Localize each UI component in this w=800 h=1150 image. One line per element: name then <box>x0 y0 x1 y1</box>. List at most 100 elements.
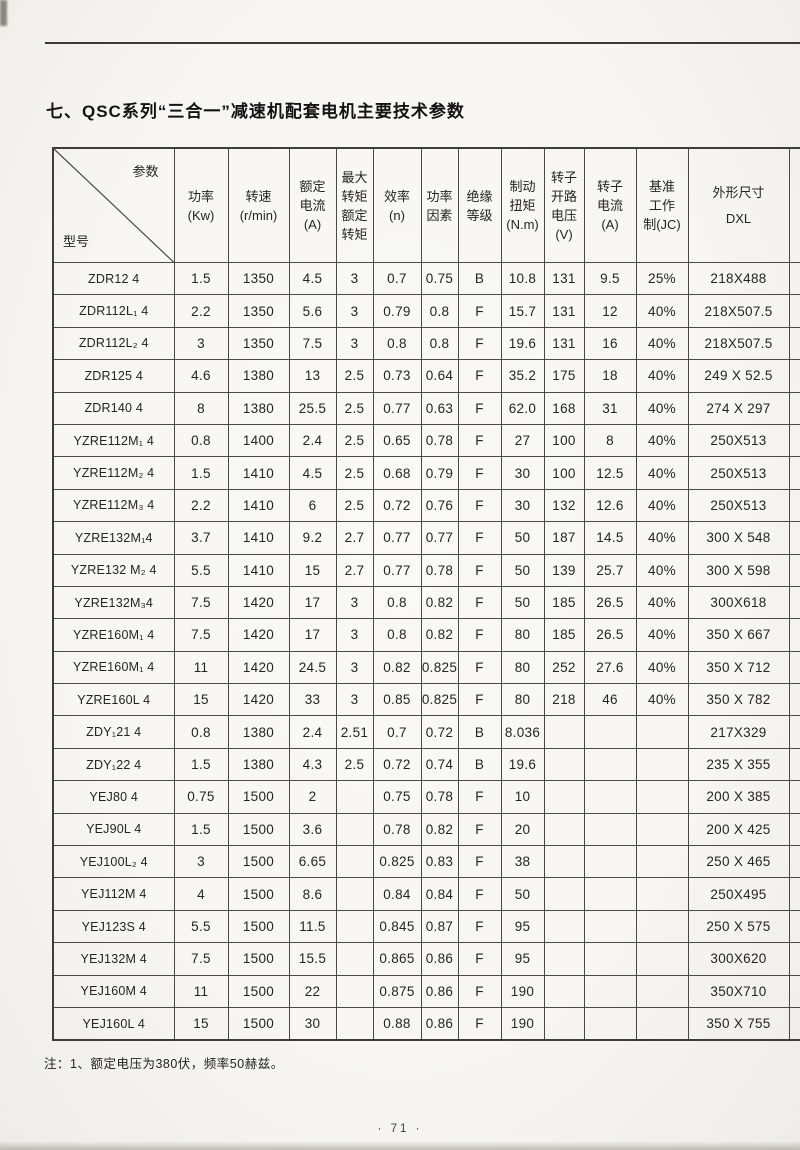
model-cell: YEJ100L₂ 4 <box>52 845 175 879</box>
value-cell: 350 X 712 <box>687 650 790 685</box>
value-cell: 95 <box>500 909 545 944</box>
value-cell: 6.65 <box>288 845 337 879</box>
value-cell: 0.64 <box>420 359 459 393</box>
value-cell: 11 <box>173 974 229 1008</box>
value-cell: 1500 <box>227 845 290 879</box>
value-cell: F <box>457 359 502 393</box>
value-cell: 0.82 <box>420 585 459 620</box>
value-cell: 40% <box>635 359 689 393</box>
value-cell <box>335 1006 374 1041</box>
value-cell: 0.845 <box>372 909 422 944</box>
value-cell: 0.72 <box>420 715 459 749</box>
clipped-cell <box>788 974 800 1008</box>
value-cell: 7.5 <box>288 326 337 361</box>
value-cell: 0.8 <box>173 715 229 749</box>
value-cell: 0.72 <box>372 488 422 523</box>
value-cell: 25.5 <box>288 391 337 425</box>
value-cell: F <box>457 521 502 555</box>
value-cell <box>583 780 637 814</box>
value-cell: 1380 <box>227 747 290 782</box>
value-cell: 2.7 <box>335 553 374 587</box>
value-cell: 1500 <box>227 1006 290 1041</box>
model-cell: ZDR112L₂ 4 <box>52 326 175 361</box>
corner-cell: 参数 型号 <box>52 147 175 263</box>
value-cell <box>583 942 637 976</box>
spec-table: 参数 型号 功率 (Kw) 转速 (r/min) 额定 电流 (A) 最大 转矩 额定 转矩 效率 (n) 功… <box>52 147 800 1042</box>
model-cell: YEJ80 4 <box>52 780 175 814</box>
value-cell: F <box>457 812 502 847</box>
value-cell: 11 <box>173 650 229 685</box>
value-cell: 0.88 <box>372 1006 422 1041</box>
value-cell: 1350 <box>227 294 290 328</box>
value-cell <box>335 974 374 1008</box>
clipped-cell <box>788 456 800 490</box>
value-cell: 7.5 <box>173 585 229 620</box>
value-cell: 249 X 52.5 <box>687 359 790 393</box>
value-cell: 0.865 <box>372 942 422 976</box>
value-cell <box>335 780 374 814</box>
value-cell: 168 <box>543 391 585 425</box>
value-cell: 2.5 <box>335 747 374 782</box>
model-cell: YZRE112M₁ 4 <box>52 423 175 458</box>
value-cell <box>583 747 637 782</box>
clipped-cell <box>788 845 800 879</box>
value-cell: 350 X 667 <box>687 618 790 652</box>
clipped-cell <box>788 326 800 361</box>
value-cell: 10 <box>500 780 545 814</box>
value-cell: 38 <box>500 845 545 879</box>
clipped-cell <box>788 909 800 944</box>
value-cell: 1350 <box>227 261 290 296</box>
value-cell: 4.5 <box>288 261 337 296</box>
clipped-cell <box>788 942 800 976</box>
value-cell: 0.72 <box>372 747 422 782</box>
value-cell: 185 <box>543 585 585 620</box>
value-cell: 1.5 <box>173 747 229 782</box>
value-cell: 100 <box>543 456 585 490</box>
model-cell: YEJ132M 4 <box>52 942 175 976</box>
col-header-speed: 转速 (r/min) <box>227 147 290 263</box>
value-cell: 252 <box>543 650 585 685</box>
value-cell: B <box>457 715 502 749</box>
spec-table-container: 参数 型号 功率 (Kw) 转速 (r/min) 额定 电流 (A) 最大 转矩 额定 转矩 效率 (n) 功… <box>52 147 800 1042</box>
value-cell: 25% <box>635 261 689 296</box>
value-cell <box>543 845 585 879</box>
value-cell: 217X329 <box>687 715 790 749</box>
model-cell: YEJ123S 4 <box>52 909 175 944</box>
scan-edge-band <box>0 1141 800 1150</box>
value-cell: 1380 <box>227 715 290 749</box>
value-cell: 3 <box>335 585 374 620</box>
table-row: ZDR140 4 8 1380 25.5 2.5 0.77 0.63 F 62.0 168 31 40… <box>52 391 800 425</box>
value-cell: 0.875 <box>372 974 422 1008</box>
value-cell: F <box>457 488 502 523</box>
value-cell: 200 X 425 <box>687 812 790 847</box>
value-cell: 19.6 <box>500 747 545 782</box>
value-cell: 24.5 <box>288 650 337 685</box>
model-cell: YEJ90L 4 <box>52 812 175 847</box>
value-cell: 15.7 <box>500 294 545 328</box>
value-cell: 2.5 <box>335 423 374 458</box>
value-cell: 0.84 <box>372 877 422 911</box>
value-cell: 274 X 297 <box>687 391 790 425</box>
value-cell: 12 <box>583 294 637 328</box>
value-cell: F <box>457 650 502 685</box>
value-cell: 11.5 <box>288 909 337 944</box>
model-cell: ZDR12 4 <box>52 261 175 296</box>
value-cell: 8.6 <box>288 877 337 911</box>
table-row: YZRE160M₁ 4 7.5 1420 17 3 0.8 0.82 F 80 185 26.5 40… <box>52 618 800 652</box>
value-cell: 0.68 <box>372 456 422 490</box>
value-cell: 0.7 <box>372 261 422 296</box>
value-cell: F <box>457 553 502 587</box>
value-cell: 62.0 <box>500 391 545 425</box>
model-cell: ZDY₁22 4 <box>52 747 175 782</box>
value-cell: 4 <box>173 877 229 911</box>
value-cell: 40% <box>635 585 689 620</box>
col-header-power-factor: 功率 因素 <box>420 147 459 263</box>
value-cell: 0.7 <box>372 715 422 749</box>
table-row: ZDY₁21 4 0.8 1380 2.4 2.51 0.7 0.72 B 8.036 217X3… <box>52 715 800 749</box>
value-cell: 20 <box>500 812 545 847</box>
value-cell: 250 X 575 <box>687 909 790 944</box>
clipped-cell <box>788 521 800 555</box>
value-cell: 2 <box>288 780 337 814</box>
value-cell <box>543 715 585 749</box>
value-cell: 190 <box>500 974 545 1008</box>
